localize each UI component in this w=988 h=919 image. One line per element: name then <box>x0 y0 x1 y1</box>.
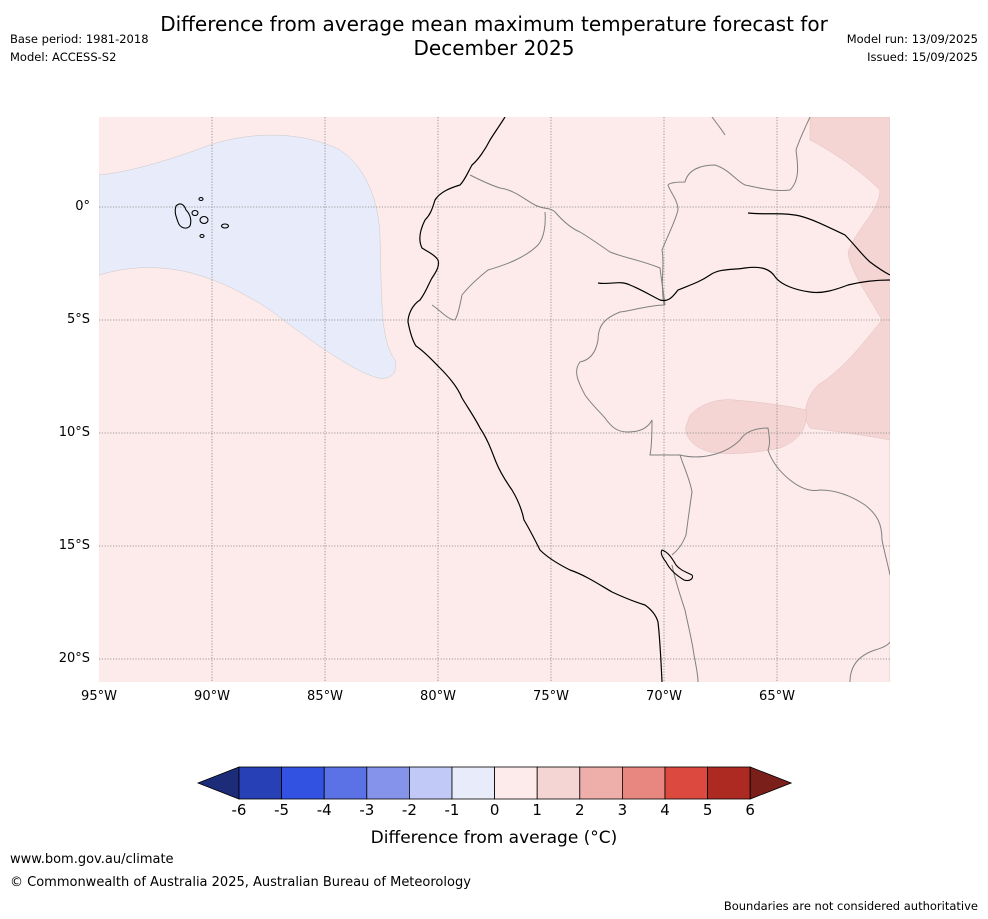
lon-label-90w: 90°W <box>194 689 230 704</box>
colorbar-tick-label: -4 <box>316 801 332 819</box>
page-title: Difference from average mean maximum tem… <box>0 12 988 60</box>
lon-label-95w: 95°W <box>81 689 117 704</box>
lat-label-0: 0° <box>75 199 90 214</box>
copyright-text: © Commonwealth of Australia 2025, Austra… <box>10 875 471 890</box>
lat-label-5s: 5°S <box>66 312 90 327</box>
disclaimer-text: Boundaries are not considered authoritat… <box>723 899 978 913</box>
colorbar-tick-label: -2 <box>401 801 417 819</box>
lon-label-85w: 85°W <box>307 689 343 704</box>
colorbar-tick-label: 4 <box>660 801 670 819</box>
colorbar-segment <box>281 766 325 800</box>
colorbar-tick-label: 6 <box>745 801 755 819</box>
colorbar-segment <box>664 766 708 800</box>
colorbar-segment <box>408 766 453 800</box>
colorbar-extend-high <box>749 766 793 800</box>
colorbar-tick-label: 5 <box>702 801 713 819</box>
colorbar-tick-label: -1 <box>444 801 460 819</box>
lon-label-80w: 80°W <box>420 689 456 704</box>
colorbar-segment <box>579 766 623 800</box>
colorbar-tick-label: -6 <box>231 801 247 819</box>
base-period-text: Base period: 1981-2018 <box>10 32 149 46</box>
lat-label-15s: 15°S <box>58 538 90 553</box>
colorbar-segment <box>238 766 282 800</box>
colorbar-label: Difference from average (°C) <box>370 828 618 848</box>
colorbar-segment <box>323 766 368 800</box>
website-link[interactable]: www.bom.gov.au/climate <box>10 852 174 867</box>
title-line-1: Difference from average mean maximum tem… <box>160 12 828 36</box>
region-anomaly-minus1-0 <box>99 134 396 379</box>
coastline <box>407 117 663 682</box>
lat-label-10s: 10°S <box>58 425 90 440</box>
colorbar-tick-label: 0 <box>489 801 500 819</box>
lat-label-20s: 20°S <box>58 651 90 666</box>
lon-label-70w: 70°W <box>646 689 682 704</box>
colorbar-segment <box>494 766 538 800</box>
model-run-text: Model run: 13/09/2025 <box>846 32 978 46</box>
colorbar-segment <box>622 766 666 800</box>
title-line-2: December 2025 <box>413 36 575 60</box>
rivers <box>597 212 890 302</box>
national-borders <box>431 117 890 682</box>
colorbar-segment <box>707 766 751 800</box>
model-text: Model: ACCESS-S2 <box>10 50 117 64</box>
issued-text: Issued: 15/09/2025 <box>867 50 978 64</box>
colorbar <box>196 766 793 800</box>
colorbar-tick-label: 1 <box>532 801 542 819</box>
colorbar-tick-label: 2 <box>575 801 585 819</box>
colorbar-segment <box>451 766 495 800</box>
colorbar-segment <box>366 766 410 800</box>
lon-label-75w: 75°W <box>533 689 569 704</box>
lon-label-65w: 65°W <box>759 689 795 704</box>
lake-titicaca <box>660 549 694 582</box>
map-gridlines <box>99 117 890 682</box>
region-anomaly-1-2-center <box>685 399 807 454</box>
colorbar-segment <box>536 766 581 800</box>
region-anomaly-1-2-northeast <box>805 117 890 682</box>
colorbar-tick-label: 3 <box>617 801 628 819</box>
colorbar-tick-label: -5 <box>274 801 290 819</box>
colorbar-tick-label: -3 <box>359 801 375 819</box>
galapagos-islands <box>174 196 230 239</box>
colorbar-extend-low <box>196 766 240 800</box>
